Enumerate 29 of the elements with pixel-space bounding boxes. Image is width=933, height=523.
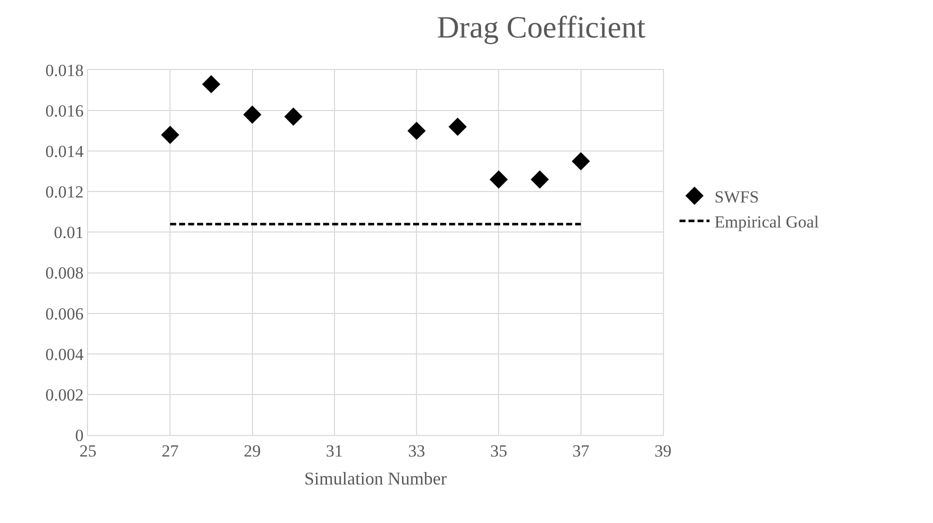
x-tick-label: 35: [490, 441, 508, 460]
x-tick-label: 37: [572, 441, 590, 460]
x-tick-label: 33: [408, 441, 426, 460]
point: [530, 170, 549, 189]
point: [161, 126, 180, 144]
legend-label: Empirical Goal: [714, 212, 820, 232]
y-tick-label: 0.016: [45, 102, 84, 121]
y-tick-label: 0.008: [45, 264, 84, 283]
x-tick-label: 39: [654, 441, 672, 460]
point: [572, 152, 590, 170]
y-tick-label: 0.018: [45, 60, 84, 80]
x-tick-label: 29: [244, 441, 261, 460]
point: [202, 75, 220, 94]
point: [490, 170, 508, 189]
x-tick-label: 27: [162, 441, 180, 460]
y-tick-label: 0.006: [45, 304, 84, 324]
point: [284, 108, 302, 126]
y-tick-label: 0.014: [45, 142, 84, 162]
y-tick-label: 0.004: [45, 344, 84, 364]
point: [243, 106, 262, 124]
x-tick-label: 31: [326, 441, 343, 460]
chart-title: Drag Coefficient: [436, 9, 646, 44]
y-tick-label: 0.01: [54, 223, 84, 242]
point: [448, 118, 467, 136]
y-tick-label: 0.002: [45, 385, 84, 404]
legend-label: SWFS: [714, 187, 759, 206]
y-tick-label: 0.012: [45, 182, 84, 202]
x-axis-title: Simulation Number: [304, 468, 447, 488]
point: [407, 122, 426, 140]
